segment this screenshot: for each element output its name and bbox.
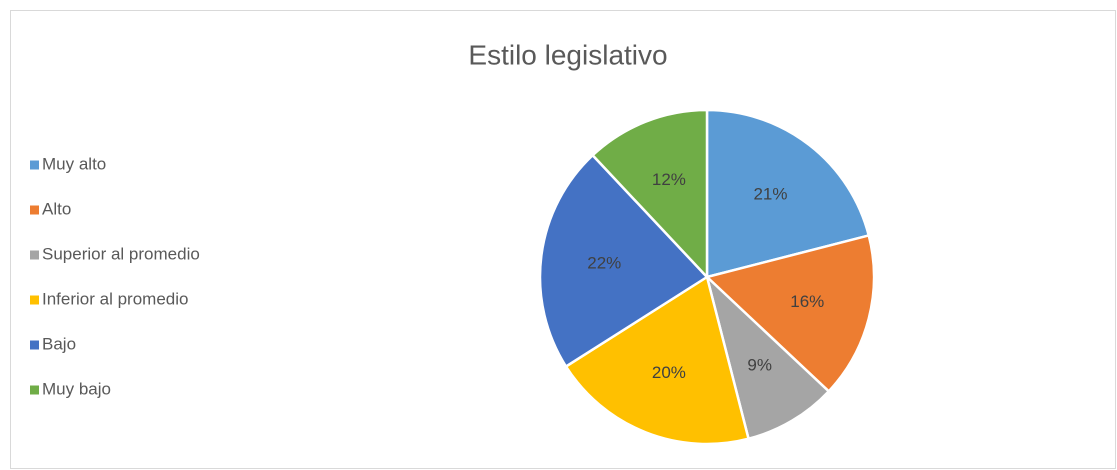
- legend-label: Bajo: [42, 334, 76, 353]
- pie-slice: [564, 275, 751, 446]
- data-label: 16%: [790, 292, 824, 311]
- pie-slice: [538, 153, 709, 369]
- legend-label: Muy alto: [42, 154, 106, 173]
- data-label: 20%: [652, 363, 686, 382]
- legend-swatch: [30, 295, 39, 305]
- data-label: 21%: [753, 185, 787, 204]
- legend-label: Superior al promedio: [42, 244, 200, 263]
- legend-label: Muy bajo: [42, 379, 111, 398]
- legend-label: Inferior al promedio: [42, 289, 188, 308]
- data-label: 12%: [652, 170, 686, 189]
- legend-swatch: [30, 250, 39, 260]
- legend-label: Alto: [42, 199, 71, 218]
- legend-swatch: [30, 340, 39, 350]
- data-label: 9%: [747, 356, 772, 375]
- legend-swatch: [30, 385, 39, 395]
- legend-swatch: [30, 160, 39, 170]
- pie-slice: [704, 273, 831, 441]
- data-label: 22%: [587, 254, 621, 273]
- pie-slice: [704, 233, 876, 394]
- legend-swatch: [30, 205, 39, 215]
- pie-slice: [590, 108, 709, 281]
- chart-title: Estilo legislativo: [468, 39, 667, 70]
- pie-slice: [705, 108, 871, 279]
